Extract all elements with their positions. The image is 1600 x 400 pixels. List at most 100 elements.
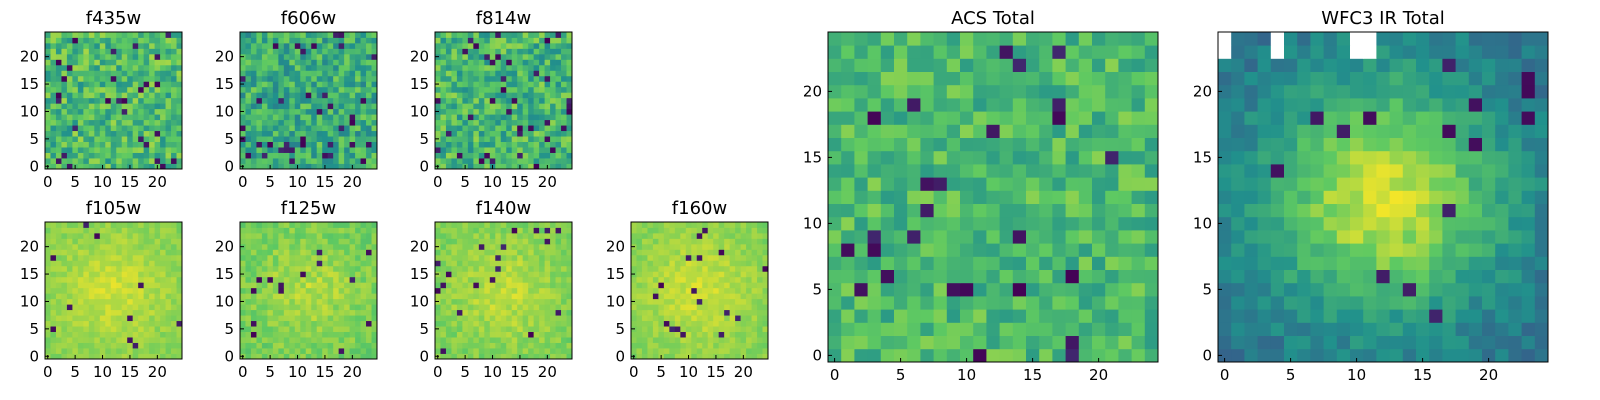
- heatmap-cell: [99, 70, 106, 77]
- heatmap-cell: [99, 97, 106, 104]
- heatmap-cell: [478, 243, 485, 250]
- heatmap-cell: [272, 353, 279, 360]
- heatmap-cell: [451, 227, 458, 234]
- y-tick-label: 20: [20, 238, 39, 256]
- heatmap-cell: [360, 249, 367, 256]
- heatmap-cell: [462, 125, 469, 132]
- heatmap-cell: [83, 326, 90, 332]
- heatmap-cell: [735, 287, 741, 294]
- heatmap-cell: [311, 331, 318, 338]
- heatmap-cell: [289, 243, 296, 250]
- heatmap-cell: [250, 304, 257, 311]
- heatmap-cell: [132, 141, 139, 148]
- heatmap-cell: [72, 298, 79, 305]
- heatmap-cell: [121, 238, 128, 245]
- heatmap-cell: [440, 70, 447, 77]
- heatmap-cell: [55, 136, 62, 142]
- heatmap-cell: [132, 222, 139, 228]
- heatmap-cell: [338, 309, 345, 316]
- heatmap-cell: [61, 92, 68, 99]
- heatmap-cell: [99, 227, 106, 234]
- heatmap-cell: [533, 141, 540, 148]
- heatmap-cell: [467, 42, 474, 49]
- heatmap-cell: [121, 59, 128, 66]
- heatmap-cell: [973, 177, 987, 191]
- heatmap-cell: [484, 37, 491, 44]
- heatmap-cell: [355, 353, 361, 360]
- heatmap-cell: [261, 298, 268, 305]
- heatmap-cell: [371, 59, 378, 66]
- heatmap-cell: [261, 293, 268, 300]
- heatmap-cell: [986, 137, 1000, 152]
- heatmap-cells: [828, 32, 1159, 363]
- heatmap-cell: [305, 249, 312, 256]
- heatmap-cell: [256, 222, 263, 228]
- heatmap-cell: [61, 293, 68, 300]
- heatmap-cell: [88, 320, 95, 327]
- heatmap-cell: [757, 337, 763, 343]
- heatmap-cell: [933, 190, 948, 204]
- heatmap-cell: [500, 249, 507, 256]
- heatmap-cell: [462, 337, 469, 343]
- heatmap-cell: [467, 97, 474, 104]
- heatmap-cell: [506, 243, 513, 250]
- heatmap-cell: [267, 53, 274, 60]
- heatmap-cell: [316, 326, 323, 332]
- y-tick-label: 5: [615, 320, 625, 338]
- heatmap-cell: [713, 271, 720, 278]
- heatmap-cells: [631, 222, 769, 360]
- heatmap-cell: [489, 249, 496, 256]
- heatmap-cell: [105, 81, 112, 88]
- heatmap-cell: [440, 48, 447, 55]
- heatmap-cell: [445, 108, 452, 115]
- heatmap-cell: [289, 287, 296, 294]
- heatmap-cell: [149, 320, 155, 327]
- heatmap-cell: [45, 265, 51, 272]
- heatmap-cell: [160, 92, 166, 99]
- heatmap-cell: [333, 163, 340, 170]
- heatmap-cell: [132, 158, 139, 164]
- heatmap-cell: [702, 249, 709, 256]
- heatmap-cell: [371, 152, 378, 159]
- heatmap-cell: [333, 37, 340, 44]
- heatmap-cell: [522, 287, 529, 294]
- heatmap-cell: [300, 86, 307, 93]
- heatmap-cell: [445, 32, 452, 38]
- heatmap-cell: [456, 298, 463, 305]
- heatmap-cell: [171, 152, 177, 159]
- heatmap-cell: [999, 322, 1014, 336]
- heatmap-cell: [544, 59, 551, 66]
- heatmap-cell: [333, 298, 340, 305]
- heatmap-cell: [61, 326, 68, 332]
- heatmap-cell: [522, 304, 529, 311]
- heatmap-cell: [72, 136, 79, 142]
- y-tick-label: 0: [29, 157, 39, 175]
- heatmap-cell: [451, 232, 458, 239]
- heatmap-cell: [435, 147, 441, 153]
- heatmap-cell: [94, 315, 101, 322]
- heatmap-cell: [149, 141, 155, 148]
- heatmap-cell: [327, 282, 334, 289]
- heatmap-cell: [762, 243, 769, 250]
- heatmap-cell: [322, 260, 329, 267]
- heatmap-cell: [999, 335, 1014, 350]
- heatmap-cell: [561, 232, 567, 239]
- heatmap-cell: [278, 227, 285, 234]
- heatmap-cell: [344, 320, 350, 327]
- heatmap-cell: [685, 331, 692, 338]
- heatmap-cell: [713, 249, 720, 256]
- heatmap-cell: [344, 70, 350, 77]
- panel-title: f125w: [281, 198, 336, 219]
- heatmap-cell: [641, 254, 648, 261]
- heatmap-cell: [854, 348, 868, 363]
- heatmap-cell: [440, 130, 447, 137]
- heatmap-cell: [674, 337, 681, 343]
- heatmap-cell: [366, 265, 372, 272]
- heatmap-cell: [702, 309, 709, 316]
- heatmap-cell: [110, 304, 117, 311]
- heatmap-cell: [740, 326, 747, 332]
- heatmap-cell: [245, 287, 252, 294]
- heatmap-cell: [360, 342, 367, 349]
- heatmap-cell: [522, 309, 529, 316]
- heatmap-cells: [435, 32, 573, 170]
